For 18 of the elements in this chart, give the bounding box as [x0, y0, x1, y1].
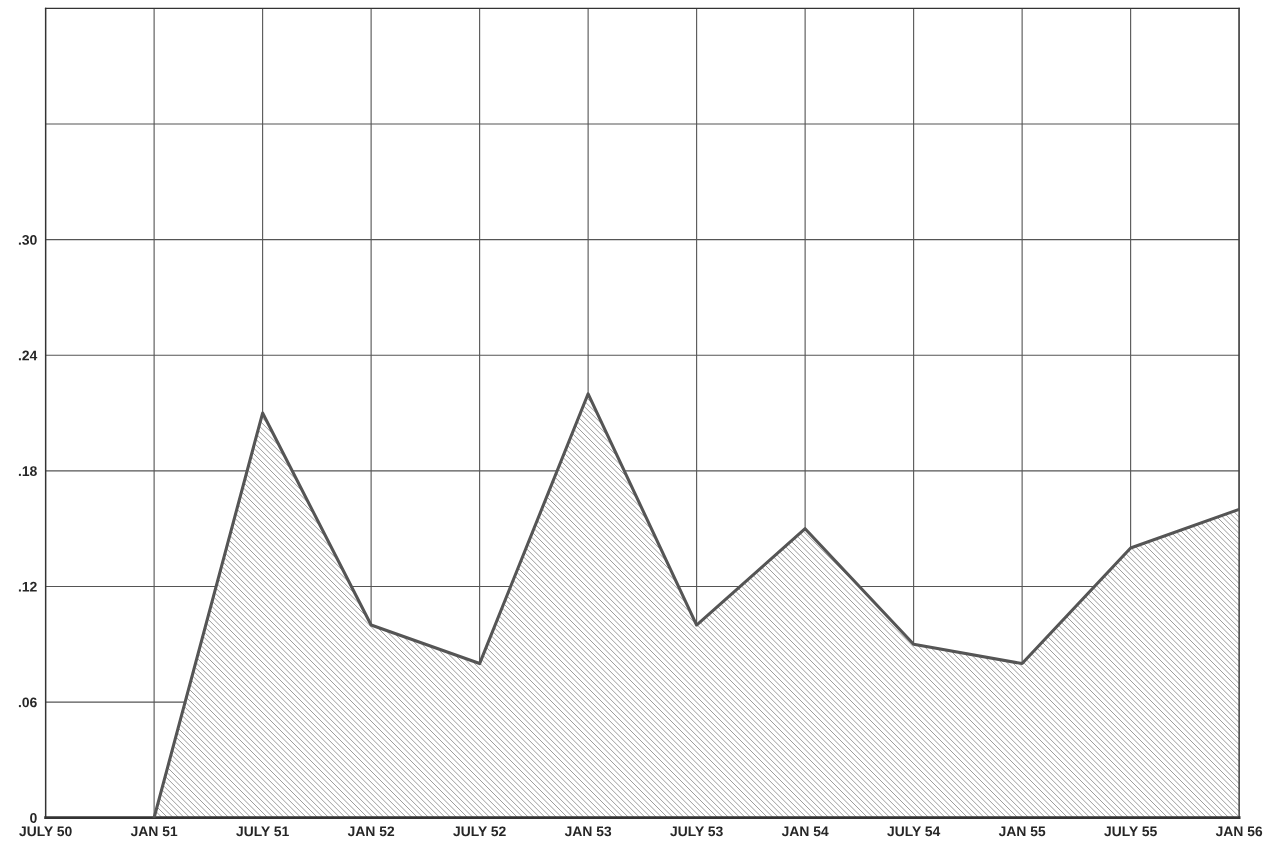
- x-tick-label: JULY 55: [1104, 826, 1157, 837]
- x-tick-label: JAN 55: [998, 826, 1046, 837]
- x-tick-label: JULY 51: [236, 826, 289, 837]
- y-tick-label: .18: [18, 466, 37, 477]
- x-tick-label: JULY 52: [453, 826, 506, 837]
- x-tick-label: JAN 53: [564, 826, 612, 837]
- y-tick-label: .06: [18, 697, 37, 708]
- x-tick-label: JULY 53: [670, 826, 723, 837]
- x-tick-label: JAN 52: [347, 826, 395, 837]
- y-tick-label: .12: [18, 581, 37, 592]
- x-tick-label: JAN 51: [130, 826, 178, 837]
- y-tick-label: .30: [18, 234, 37, 245]
- x-tick-label: JULY 54: [887, 826, 941, 837]
- y-tick-label: 0: [30, 813, 37, 823]
- x-tick-label: JAN 56: [1215, 826, 1263, 837]
- x-tick-label: JULY 50: [19, 826, 72, 837]
- x-tick-label: JAN 54: [781, 826, 829, 837]
- y-tick-label: .24: [18, 350, 38, 361]
